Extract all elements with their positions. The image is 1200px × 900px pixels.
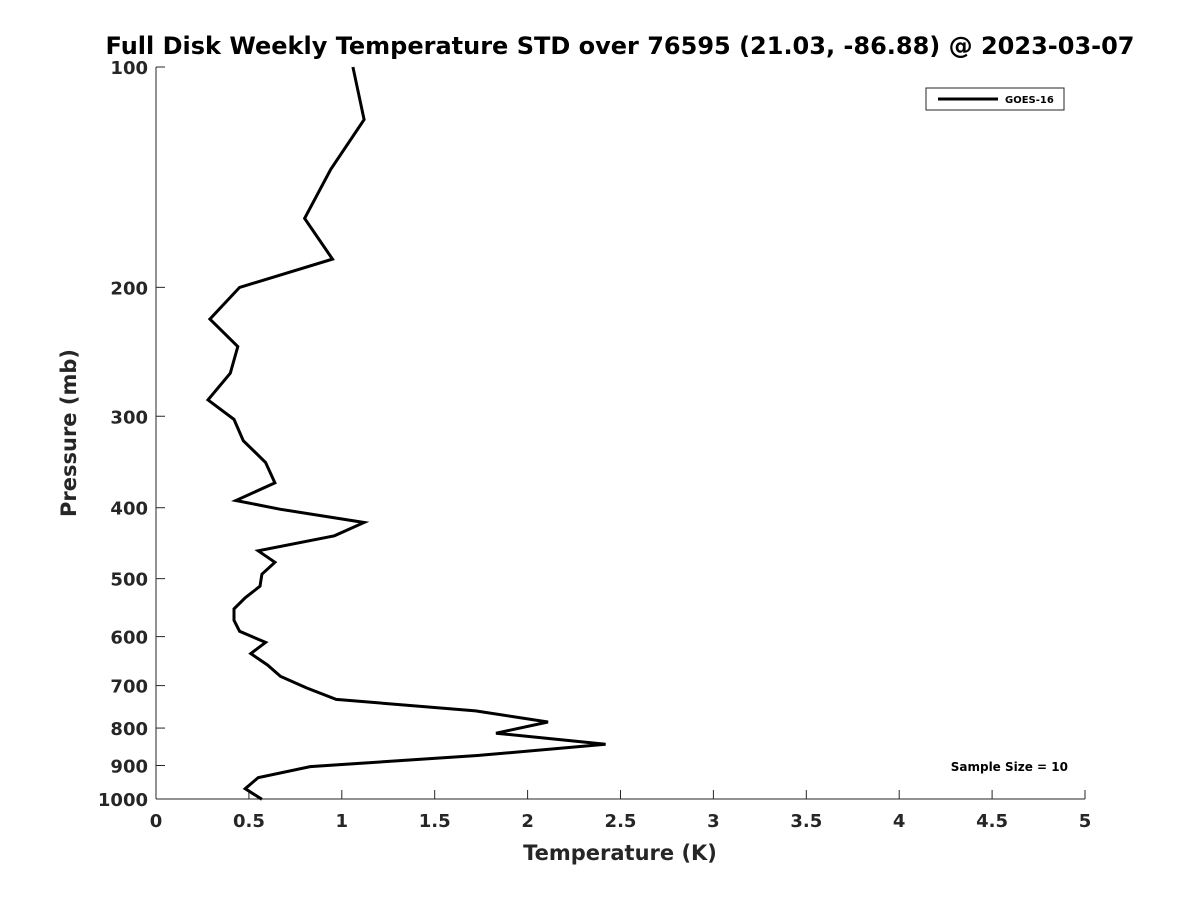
x-tick-label: 4.5	[976, 811, 1008, 832]
y-axis-ticks: 100 200 300 400 500 600 700 800 900 1000	[98, 58, 165, 811]
x-tick-label: 0.5	[233, 811, 265, 832]
y-tick-label: 400	[110, 499, 148, 520]
y-tick-label: 700	[110, 677, 148, 698]
x-tick-label: 2.5	[605, 811, 637, 832]
x-tick-label: 2	[521, 811, 534, 832]
y-tick-label: 1000	[98, 790, 148, 811]
legend-label-goes-16: GOES-16	[1005, 95, 1054, 106]
y-tick-label: 200	[110, 278, 148, 299]
x-tick-label: 5	[1079, 811, 1092, 832]
y-tick-label: 500	[110, 570, 148, 591]
x-tick-label: 1.5	[419, 811, 451, 832]
y-tick-label: 900	[110, 757, 148, 778]
x-tick-label: 3	[707, 811, 720, 832]
y-tick-label: 300	[110, 407, 148, 428]
y-axis-label: Pressure (mb)	[57, 349, 81, 517]
legend: GOES-16	[925, 87, 1065, 111]
y-tick-label: 800	[110, 719, 148, 740]
series-line-goes-16	[205, 66, 606, 801]
chart-title: Full Disk Weekly Temperature STD over 76…	[106, 32, 1135, 60]
y-tick-label: 600	[110, 628, 148, 649]
x-tick-label: 0	[150, 811, 163, 832]
x-tick-label: 3.5	[790, 811, 822, 832]
x-tick-label: 1	[336, 811, 349, 832]
x-axis-label: Temperature (K)	[523, 841, 717, 865]
y-tick-label: 100	[110, 58, 148, 79]
x-tick-label: 4	[893, 811, 906, 832]
sample-size-annotation: Sample Size = 10	[951, 760, 1068, 774]
x-axis-ticks: 0 0.5 1 1.5 2 2.5 3 3.5 4 4.5 5	[150, 790, 1092, 832]
